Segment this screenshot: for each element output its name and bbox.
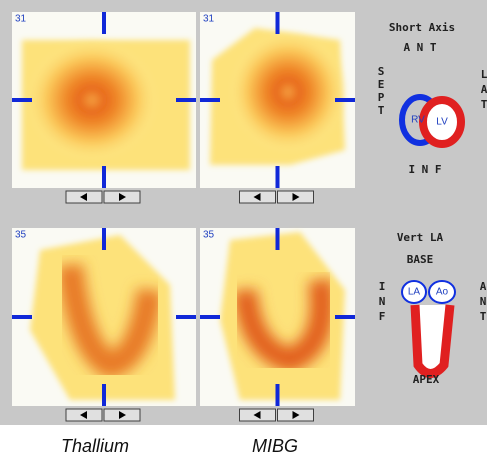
panel-title: Vert LA bbox=[397, 231, 444, 244]
orientation-letter: L bbox=[481, 68, 487, 81]
orientation-letter: A bbox=[481, 83, 487, 96]
chamber-label: Ao bbox=[436, 287, 449, 298]
orientation-label: I N F bbox=[408, 163, 441, 176]
panel-title: Short Axis bbox=[389, 21, 455, 34]
orientation-label: A N T bbox=[403, 41, 436, 54]
orientation-letter: A bbox=[480, 280, 487, 293]
slice-number: 35 bbox=[15, 230, 27, 241]
orientation-letter: P bbox=[378, 91, 385, 104]
heat-ring bbox=[230, 32, 346, 152]
screen: 31313535Short AxisA N TSEPTLATRVLVI N FV… bbox=[0, 0, 487, 459]
caption: MIBG bbox=[252, 436, 298, 456]
orientation-letter: T bbox=[378, 104, 385, 117]
slice-number: 35 bbox=[203, 230, 215, 241]
lv-outline bbox=[415, 305, 450, 374]
chamber-label: LV bbox=[436, 117, 448, 128]
slice-number: 31 bbox=[203, 14, 215, 25]
orientation-label: BASE bbox=[407, 253, 434, 266]
orientation-letter: I bbox=[379, 280, 386, 293]
orientation-letter: F bbox=[379, 310, 386, 323]
orientation-label: APEX bbox=[413, 373, 440, 386]
orientation-letter: T bbox=[480, 310, 487, 323]
caption: Thallium bbox=[61, 436, 129, 456]
orientation-letter: S bbox=[378, 65, 385, 78]
slice-number: 31 bbox=[15, 14, 27, 25]
heat-ring bbox=[27, 40, 157, 160]
chamber-label: LA bbox=[408, 287, 421, 298]
orientation-letter: N bbox=[379, 295, 386, 308]
orientation-letter: N bbox=[480, 295, 487, 308]
chamber-label: RV bbox=[411, 115, 425, 126]
orientation-letter: E bbox=[378, 78, 385, 91]
orientation-letter: T bbox=[481, 98, 487, 111]
chamber-label: LV bbox=[425, 320, 437, 331]
page: {"panels":[{"label":"31"},{"label":"31"}… bbox=[0, 0, 487, 459]
